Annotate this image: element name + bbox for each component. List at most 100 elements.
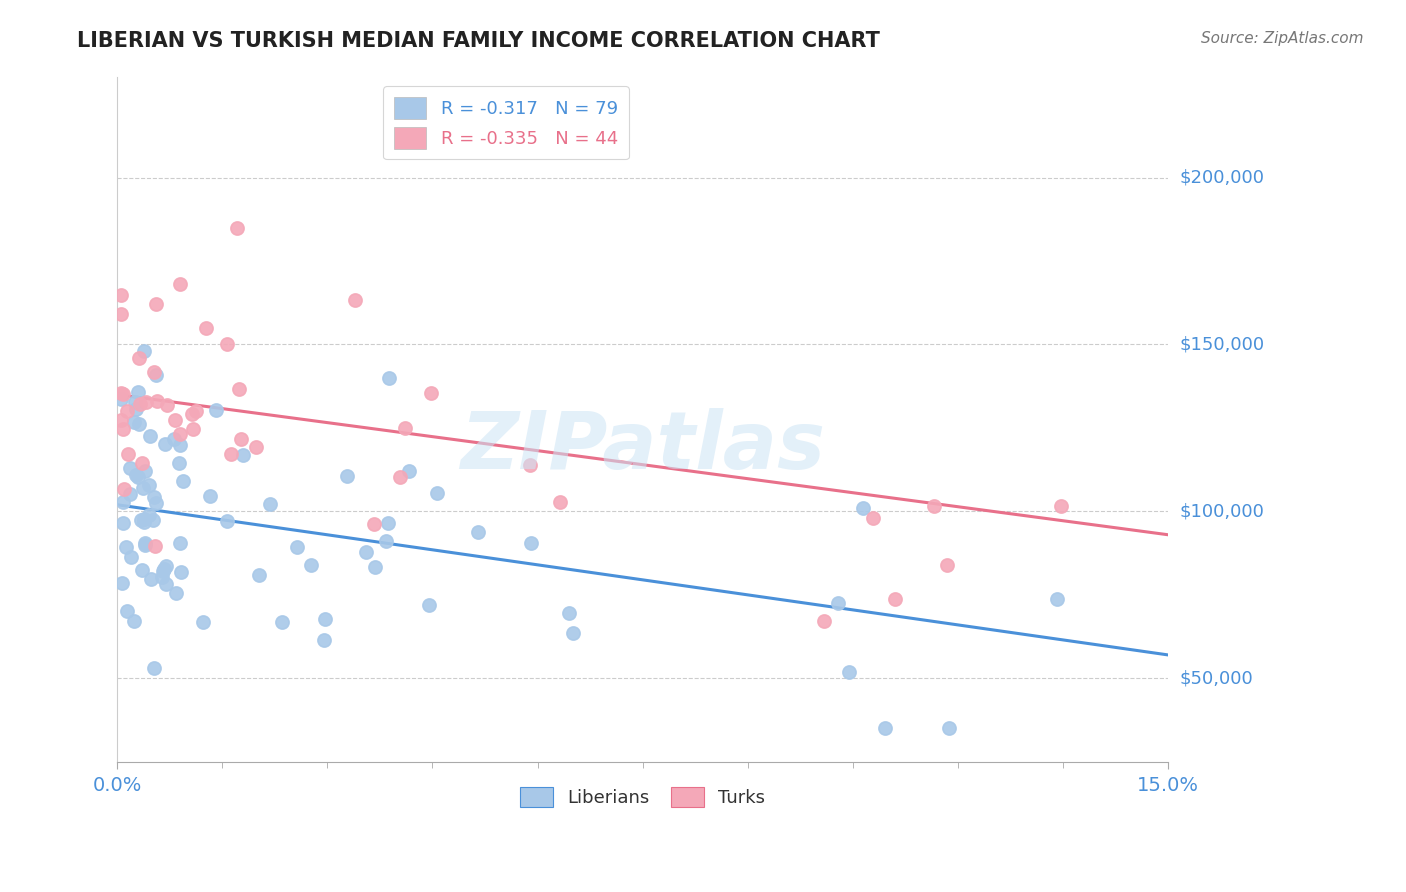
Point — [285, 540, 308, 554]
Text: ZIPatlas: ZIPatlas — [460, 408, 825, 486]
Point — [389, 469, 412, 483]
Point — [138, 478, 160, 492]
Text: $200,000: $200,000 — [1180, 169, 1264, 186]
Text: Source: ZipAtlas.com: Source: ZipAtlas.com — [1201, 31, 1364, 46]
Point — [873, 722, 896, 736]
Point — [922, 500, 945, 514]
Point — [115, 540, 138, 554]
Point — [165, 586, 187, 600]
Point — [110, 413, 132, 427]
Point — [118, 487, 141, 501]
Point — [111, 386, 134, 401]
Point — [128, 351, 150, 365]
Point — [838, 665, 860, 679]
Point — [245, 441, 267, 455]
Point — [548, 495, 571, 509]
Point — [142, 365, 165, 379]
Point — [138, 508, 160, 522]
Point — [375, 534, 398, 549]
Point — [1050, 500, 1073, 514]
Point — [398, 464, 420, 478]
Point — [134, 465, 156, 479]
Point — [132, 481, 155, 495]
Point — [259, 497, 281, 511]
Point — [131, 456, 153, 470]
Point — [232, 448, 254, 462]
Point — [215, 514, 238, 528]
Point — [169, 277, 191, 292]
Point — [155, 558, 177, 573]
Point — [150, 570, 173, 584]
Point — [813, 614, 835, 628]
Point — [935, 558, 957, 572]
Point — [378, 370, 401, 384]
Point — [152, 562, 174, 576]
Point — [247, 568, 270, 582]
Point — [852, 500, 875, 515]
Point — [125, 402, 148, 417]
Point — [152, 564, 174, 578]
Point — [129, 396, 152, 410]
Point — [169, 438, 191, 452]
Point — [862, 511, 884, 525]
Point — [122, 415, 145, 429]
Point — [117, 404, 139, 418]
Point — [110, 392, 132, 407]
Point — [112, 516, 135, 530]
Point — [141, 572, 163, 586]
Point — [219, 447, 242, 461]
Point — [143, 490, 166, 504]
Point — [134, 538, 156, 552]
Point — [883, 592, 905, 607]
Point — [314, 612, 336, 626]
Point — [127, 384, 149, 399]
Point — [418, 598, 440, 612]
Point — [336, 469, 359, 483]
Point — [169, 456, 191, 470]
Point — [172, 474, 194, 488]
Point — [314, 633, 336, 648]
Text: LIBERIAN VS TURKISH MEDIAN FAMILY INCOME CORRELATION CHART: LIBERIAN VS TURKISH MEDIAN FAMILY INCOME… — [77, 31, 880, 51]
Text: $100,000: $100,000 — [1180, 502, 1264, 520]
Point — [117, 447, 139, 461]
Point — [142, 513, 165, 527]
Point — [135, 395, 157, 409]
Point — [299, 558, 322, 573]
Point — [215, 337, 238, 351]
Point — [229, 432, 252, 446]
Point — [112, 422, 135, 436]
Point — [169, 536, 191, 550]
Point — [125, 468, 148, 483]
Point — [354, 545, 377, 559]
Point — [153, 436, 176, 450]
Text: $150,000: $150,000 — [1180, 335, 1264, 353]
Point — [558, 607, 581, 621]
Point — [170, 566, 193, 580]
Point — [122, 614, 145, 628]
Point — [169, 427, 191, 442]
Point — [520, 536, 543, 550]
Point — [134, 536, 156, 550]
Point — [163, 413, 186, 427]
Point — [467, 525, 489, 540]
Point — [1046, 591, 1069, 606]
Point — [827, 596, 849, 610]
Point — [112, 482, 135, 496]
Point — [110, 307, 132, 321]
Point — [519, 458, 541, 473]
Point — [156, 398, 179, 412]
Point — [225, 220, 247, 235]
Point — [426, 486, 449, 500]
Legend: Liberians, Turks: Liberians, Turks — [513, 780, 772, 814]
Point — [419, 386, 441, 401]
Point — [394, 421, 416, 435]
Point — [112, 495, 135, 509]
Point — [145, 297, 167, 311]
Point — [110, 385, 132, 400]
Point — [143, 539, 166, 553]
Point — [110, 288, 132, 302]
Point — [155, 576, 177, 591]
Point — [181, 422, 204, 436]
Point — [134, 344, 156, 359]
Point — [118, 461, 141, 475]
